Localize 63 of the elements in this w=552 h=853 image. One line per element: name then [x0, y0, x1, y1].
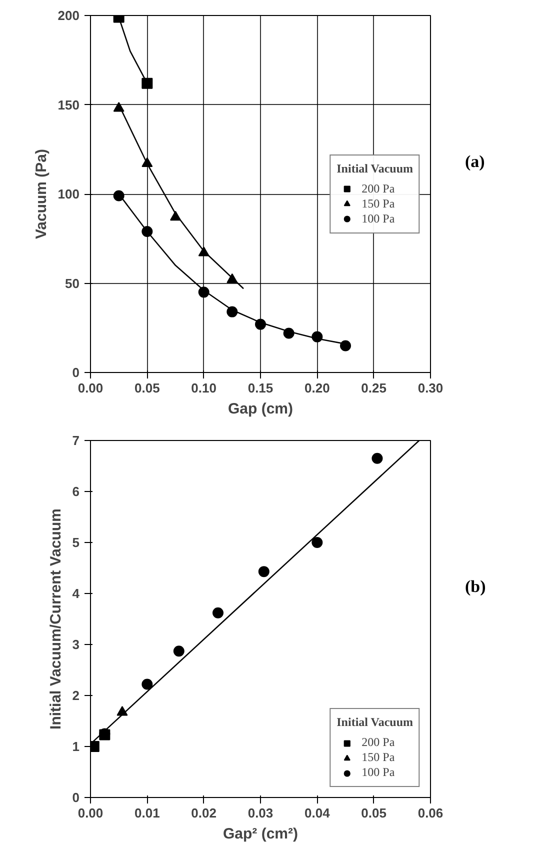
- point: [116, 706, 128, 716]
- x-tick-label: 0.25: [361, 380, 386, 396]
- x-tick-label: 0.05: [134, 380, 160, 396]
- x-axis-title: Gap² (cm²): [223, 826, 298, 842]
- y-tick-label: 4: [72, 586, 80, 601]
- point: [142, 157, 153, 168]
- x-tick-label: 0.02: [191, 806, 216, 820]
- y-tick-label: 0: [72, 365, 80, 380]
- x-tick-label: 0.06: [418, 806, 444, 820]
- x-tick-label: 0.00: [78, 380, 104, 396]
- legend-label: 150 Pa: [362, 196, 395, 211]
- y-axis-title: Vacuum (Pa): [32, 148, 50, 240]
- point: [340, 340, 351, 352]
- legend-title: Initial Vacuum: [336, 715, 413, 730]
- point: [312, 537, 323, 548]
- x-tick-label: 0.15: [248, 380, 274, 396]
- point: [142, 226, 153, 237]
- y-tick-label: 0: [72, 790, 80, 805]
- x-tick-label: 0.03: [248, 806, 274, 820]
- y-tick-label: 5: [72, 535, 80, 550]
- x-tick-label: 0.05: [361, 806, 386, 820]
- y-tick-label: 2: [72, 688, 80, 703]
- x-tick-label: 0.00: [78, 806, 104, 820]
- y-tick-label: 1: [72, 739, 80, 754]
- x-tick-label: 0.20: [304, 380, 330, 396]
- y-axis-title: Initial Vacuum/Current Vacuum: [47, 508, 64, 730]
- point: [226, 273, 238, 284]
- y-tick-label: 7: [72, 433, 80, 448]
- legend-label: 100 Pa: [362, 211, 395, 226]
- point: [173, 646, 184, 657]
- legend-label: 150 Pa: [362, 750, 395, 765]
- point: [372, 452, 383, 464]
- x-tick-label: 0.04: [304, 806, 331, 820]
- point: [283, 328, 294, 339]
- point: [90, 741, 100, 752]
- point: [255, 318, 266, 330]
- y-tick-label: 200: [58, 8, 80, 23]
- legend-label: 200 Pa: [362, 735, 395, 750]
- legend-label: 200 Pa: [362, 181, 395, 196]
- y-tick-label: 3: [72, 637, 80, 652]
- legend-label: 100 Pa: [362, 765, 395, 780]
- x-tick-label: 0.01: [134, 806, 160, 820]
- point: [170, 210, 181, 221]
- point: [312, 331, 323, 342]
- y-tick-label: 150: [58, 97, 80, 112]
- point: [142, 78, 153, 89]
- point: [198, 286, 210, 298]
- point: [113, 190, 124, 202]
- y-tick-label: 100: [58, 186, 80, 202]
- x-tick-label: 0.10: [191, 380, 216, 396]
- y-tick-label: 50: [65, 276, 80, 291]
- point: [113, 102, 124, 112]
- point: [258, 566, 270, 578]
- point: [198, 246, 210, 256]
- text: (a): [465, 151, 485, 173]
- x-tick-label: 0.30: [418, 380, 444, 396]
- point: [212, 607, 224, 618]
- legend-title: Initial Vacuum: [336, 161, 413, 176]
- x-axis-title: Gap (cm): [228, 400, 294, 418]
- text: (b): [465, 576, 486, 598]
- y-tick-label: 6: [72, 484, 80, 499]
- point: [142, 678, 153, 690]
- point: [226, 306, 238, 318]
